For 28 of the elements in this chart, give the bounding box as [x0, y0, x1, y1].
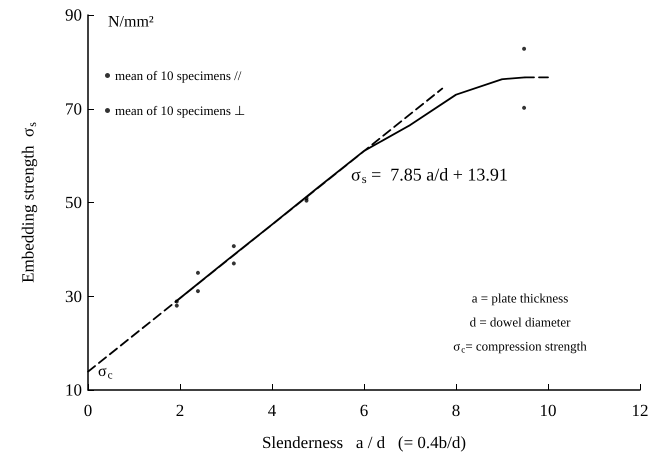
- x-tick-label: 12: [632, 401, 648, 420]
- point: [522, 46, 526, 51]
- point: [232, 261, 236, 266]
- x-axis-title: Slenderness a / d (= 0.4b/d): [262, 433, 466, 452]
- x-tick-label: 6: [360, 401, 368, 420]
- x-tick-label: 10: [540, 401, 556, 420]
- x-tick-label: 2: [176, 401, 184, 420]
- y-tick-label: 10: [65, 380, 82, 400]
- point: [304, 198, 308, 203]
- y-tick-label: 70: [65, 99, 82, 118]
- x-tick-label: 8: [452, 401, 460, 420]
- point: [174, 304, 179, 308]
- legend-label: mean of 10 specimens ⊥: [115, 103, 246, 118]
- x-tick-label: 4: [268, 401, 277, 420]
- annotation: d = dowel diameter: [470, 314, 572, 330]
- y-tick-label: 30: [65, 286, 82, 306]
- annotation: N/mm²: [108, 14, 154, 30]
- point: [174, 299, 179, 304]
- y-axis-title: Embedding strength σs: [18, 122, 39, 283]
- annotation: a = plate thickness: [472, 290, 568, 306]
- legend-label: mean of 10 specimens //: [115, 68, 242, 83]
- y-tick-label: 90: [65, 6, 82, 24]
- point: [232, 244, 236, 248]
- x-tick-label: 0: [84, 401, 92, 420]
- point: [522, 106, 526, 110]
- point: [196, 289, 200, 294]
- y-tick-label: 50: [65, 193, 82, 212]
- point: [196, 270, 200, 275]
